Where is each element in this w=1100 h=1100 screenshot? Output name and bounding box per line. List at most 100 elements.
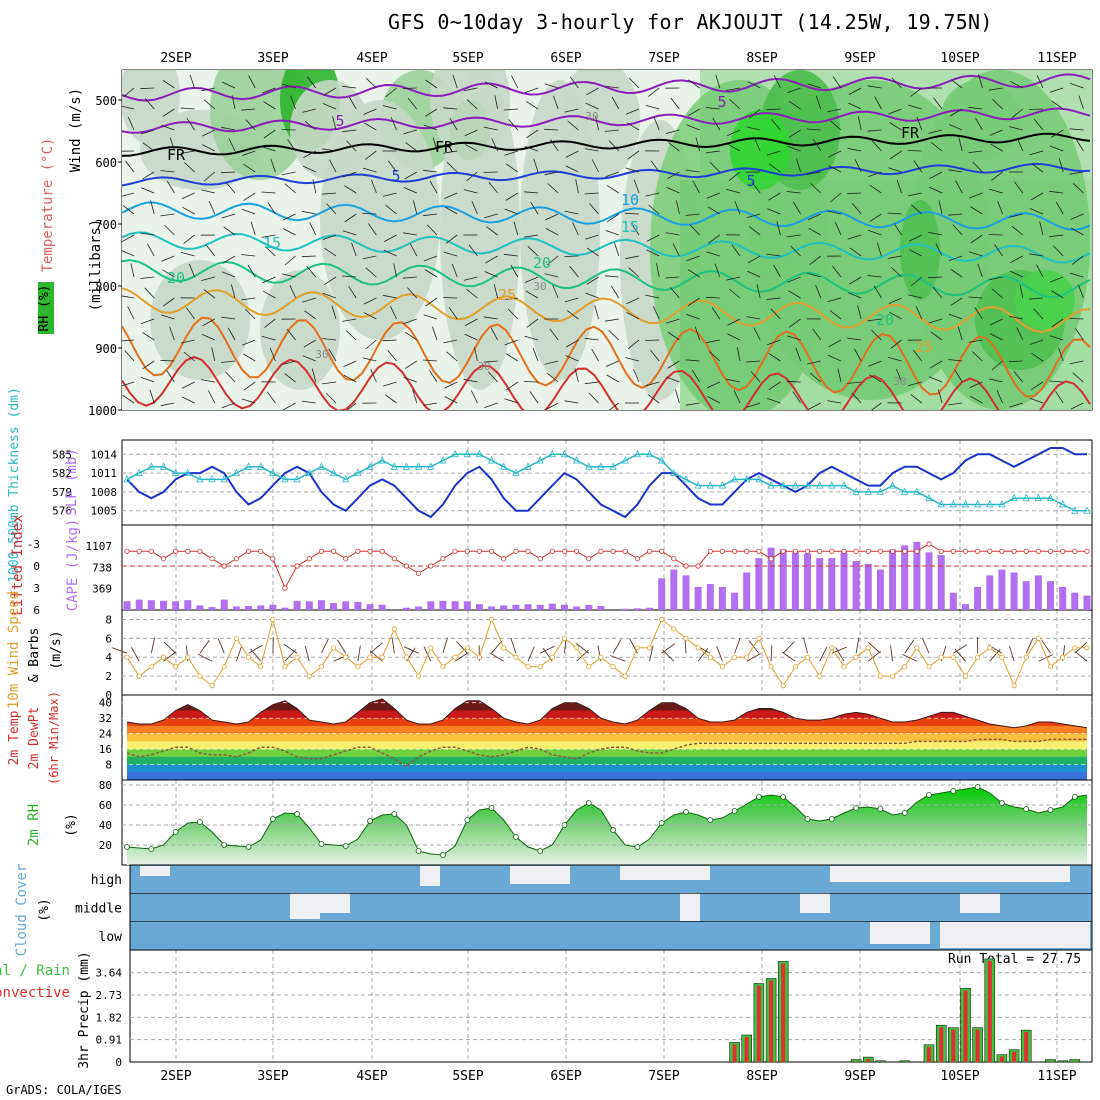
thickness-point — [913, 487, 921, 495]
cape-bar — [427, 601, 435, 610]
wind-barb — [686, 314, 700, 320]
wind-barb — [891, 267, 902, 278]
wind-barb — [968, 251, 983, 257]
total-rain-label: Total / Rain — [0, 963, 70, 979]
wind-barb — [625, 108, 640, 115]
wind-barb — [466, 171, 478, 182]
date-label-bottom: 2SEP — [160, 1069, 191, 1084]
rh-shade — [320, 100, 440, 340]
wind-barb — [180, 252, 195, 257]
rh-legend-swatch — [38, 282, 54, 334]
wind-barb — [429, 370, 438, 383]
wind-barb — [868, 360, 882, 367]
thickness-point — [500, 462, 508, 470]
wind-point — [513, 654, 519, 660]
cape-bar — [743, 572, 751, 610]
rh-point — [269, 816, 276, 822]
wind-barb — [283, 643, 298, 654]
wind-barb — [505, 192, 519, 201]
wind-barb — [608, 402, 620, 410]
wind-barb — [584, 381, 599, 385]
wind-barb — [890, 645, 894, 662]
date-label-top: 7SEP — [648, 51, 679, 66]
wind-barb — [524, 276, 539, 283]
precip-convective-bar — [963, 990, 968, 1062]
thickness-point — [135, 468, 143, 476]
wind-barb — [847, 147, 862, 152]
wind-point — [379, 654, 385, 660]
rh-point — [513, 834, 519, 840]
wind-barb — [231, 284, 236, 299]
wind-barb — [867, 650, 881, 662]
cape-bar — [974, 586, 982, 610]
temp-band — [127, 741, 1087, 750]
wind-barb — [726, 378, 741, 383]
li-point — [440, 556, 446, 562]
panel-frame-precip — [129, 949, 1093, 1063]
thickness-line — [126, 453, 1087, 512]
wind-point — [950, 654, 956, 660]
wind-barb — [736, 347, 741, 362]
wind-point — [245, 654, 252, 660]
wind-barb — [832, 76, 842, 89]
wind-barb — [928, 318, 943, 324]
wind-barb — [225, 182, 236, 194]
wind-point — [476, 654, 482, 660]
wind-barb — [391, 637, 395, 654]
wind-barb — [806, 128, 821, 131]
wind-barb — [166, 370, 175, 383]
wind-barb — [888, 108, 902, 115]
wind-point — [938, 654, 944, 660]
rh-point — [707, 817, 714, 823]
panel-frame-wind — [121, 609, 1093, 696]
rh-point — [367, 818, 373, 824]
wind-barb — [890, 339, 902, 349]
wind-barb — [281, 83, 296, 89]
cape-bar — [536, 604, 544, 610]
wind-barb — [731, 244, 741, 257]
wind-barb — [815, 95, 822, 110]
wind-barb — [711, 307, 721, 320]
wind-barb — [464, 129, 478, 137]
wind-barb — [1029, 397, 1044, 404]
wind-barb — [1016, 327, 1024, 341]
cape-bar — [913, 541, 921, 610]
wind-barb — [180, 339, 195, 344]
wind-barb — [529, 391, 539, 404]
wind-barb — [930, 141, 943, 152]
wind-barb — [150, 637, 156, 654]
wind-barb — [606, 374, 620, 383]
thickness-point — [342, 474, 350, 483]
wind-barb — [140, 232, 155, 236]
wind10m-panel: 0 2 4 6 8 — [105, 613, 1092, 702]
wind-barb — [449, 117, 458, 131]
wind-barb — [163, 641, 176, 654]
wind-barb — [197, 653, 213, 662]
page-title: GFS 0~10day 3-hourly for AKJOUJT (14.25W… — [388, 10, 993, 34]
wind-barb — [527, 246, 539, 257]
wind-barb — [511, 75, 519, 89]
wind-barb — [281, 129, 296, 131]
wind-barb — [547, 372, 559, 383]
wind-barb — [346, 140, 357, 152]
wind-barb — [747, 81, 761, 89]
li-point — [889, 548, 896, 554]
wind-barb — [302, 165, 316, 173]
wind-barb — [1070, 83, 1084, 89]
thickness-point — [888, 481, 897, 489]
wind-barb — [508, 119, 519, 131]
wind-barb — [788, 290, 801, 299]
wind-barb — [503, 108, 518, 111]
wind-barb — [614, 242, 620, 257]
wind-barb — [311, 368, 317, 383]
wind-barb — [131, 646, 140, 662]
rh-shade — [680, 180, 1092, 410]
wind-barb — [645, 381, 660, 387]
wind-barb — [357, 645, 361, 662]
wind-barb — [656, 263, 660, 278]
wind-barb — [594, 305, 599, 320]
wind-barb — [948, 402, 963, 406]
wind-barb — [997, 200, 1003, 215]
wind-barb — [552, 284, 559, 299]
